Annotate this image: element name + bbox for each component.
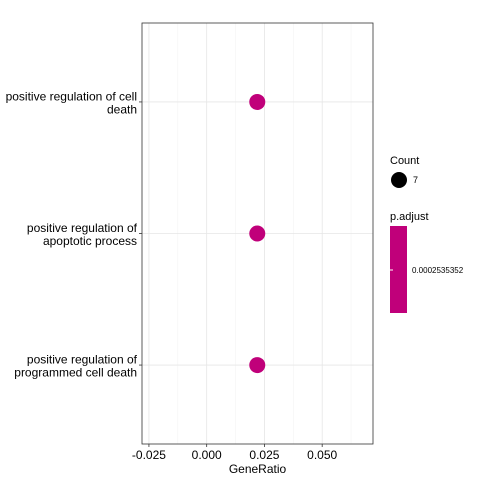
legend-padjust-label: 0.0002535352 [412, 266, 464, 275]
legend: Count 7 p.adjust 0.0002535352 [390, 155, 464, 313]
data-point [249, 93, 266, 110]
x-axis-label: GeneRatio [229, 462, 287, 476]
x-tick-label: 0.025 [249, 448, 279, 462]
legend-count-title: Count [390, 155, 419, 167]
y-tick-label-line: positive regulation of cell [6, 89, 137, 103]
x-tick-label: 0.050 [307, 448, 337, 462]
y-tick-label-line: positive regulation of [27, 353, 138, 367]
legend-colorbar [390, 226, 407, 313]
data-point [249, 357, 266, 374]
point-layer [249, 93, 266, 374]
legend-count-key [391, 172, 407, 188]
y-tick-layer: positive regulation of cell deathpositive… [6, 89, 142, 380]
y-tick-label: positive regulation of apoptotic process [27, 221, 138, 248]
y-tick-label: positive regulation of cell death [6, 89, 137, 116]
x-tick-label: -0.025 [132, 448, 166, 462]
y-tick-label-line: apoptotic process [43, 234, 137, 248]
y-tick-label-line: programmed cell death [14, 366, 137, 380]
y-tick-label-line: positive regulation of [27, 221, 138, 235]
data-point [249, 225, 266, 242]
y-tick-label: positive regulation of programmed cell de… [14, 353, 137, 380]
legend-padjust-title: p.adjust [390, 211, 429, 223]
x-tick-layer: -0.025 0.000 0.025 0.050 [132, 444, 338, 462]
legend-count-label: 7 [413, 175, 418, 185]
x-tick-label: 0.000 [192, 448, 222, 462]
y-tick-label-line: death [107, 102, 137, 116]
